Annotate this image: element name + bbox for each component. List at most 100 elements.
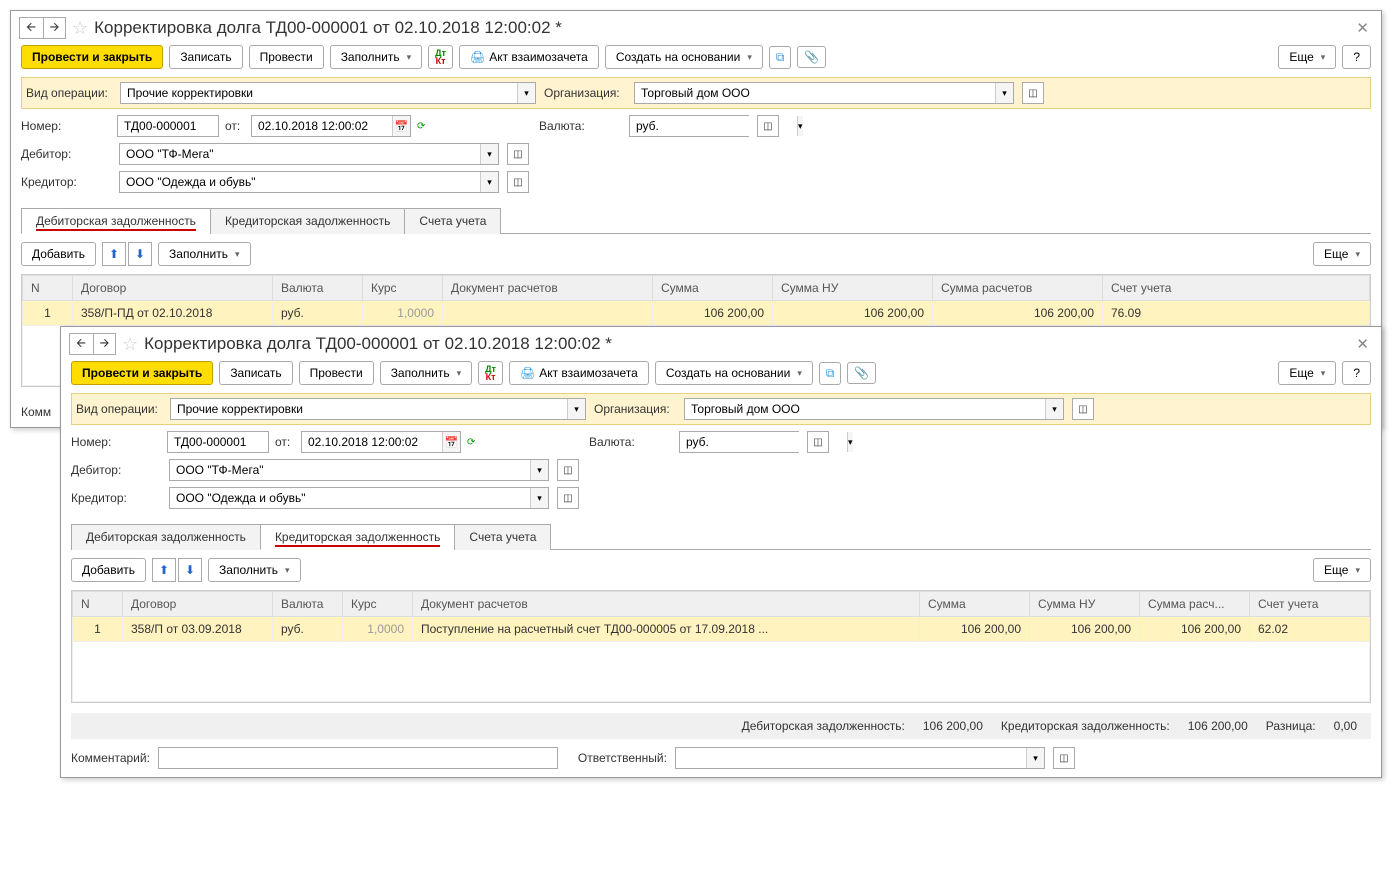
favorite-icon[interactable]: ☆ bbox=[122, 334, 138, 355]
debtor-dropdown[interactable]: ▾ bbox=[530, 460, 548, 480]
attach-button[interactable]: 📎 bbox=[847, 362, 876, 384]
creditor-dropdown[interactable]: ▾ bbox=[480, 172, 498, 192]
close-icon[interactable]: ✕ bbox=[1352, 335, 1373, 353]
help-button[interactable]: ? bbox=[1342, 361, 1371, 385]
move-down-button[interactable]: ⬇ bbox=[128, 242, 152, 266]
create-on-button[interactable]: Создать на основании bbox=[605, 45, 763, 69]
cur-open-button[interactable]: ◫ bbox=[807, 431, 829, 453]
org-dropdown[interactable]: ▾ bbox=[1045, 399, 1063, 419]
resp-input[interactable] bbox=[676, 748, 1026, 768]
org-open-button[interactable]: ◫ bbox=[1022, 82, 1044, 104]
tabs: Дебиторская задолженность Кредиторская з… bbox=[71, 523, 1371, 550]
forward-button[interactable]: 🡪 bbox=[93, 334, 115, 354]
tab-accounts[interactable]: Счета учета bbox=[454, 524, 551, 550]
move-up-button[interactable]: ⬆ bbox=[152, 558, 176, 582]
post-button[interactable]: Провести bbox=[299, 361, 374, 385]
date-input[interactable] bbox=[252, 116, 392, 136]
resp-open-button[interactable]: ◫ bbox=[1053, 747, 1075, 769]
creditor-input[interactable] bbox=[170, 488, 530, 508]
structure-button[interactable]: ⧉ bbox=[819, 362, 842, 385]
col-sum-calc: Сумма расчетов bbox=[933, 276, 1103, 301]
tabs: Дебиторская задолженность Кредиторская з… bbox=[21, 207, 1371, 234]
op-input[interactable] bbox=[171, 399, 567, 419]
debtor-input[interactable] bbox=[120, 144, 480, 164]
tab-accounts[interactable]: Счета учета bbox=[404, 208, 501, 234]
debtor-open-button[interactable]: ◫ bbox=[507, 143, 529, 165]
create-on-button[interactable]: Создать на основании bbox=[655, 361, 813, 385]
post-button[interactable]: Провести bbox=[249, 45, 324, 69]
cell-cur: руб. bbox=[273, 617, 343, 642]
back-button[interactable]: 🡨 bbox=[70, 334, 92, 354]
dtkt-button[interactable]: ДтКт bbox=[478, 361, 503, 385]
offset-button[interactable]: 🖨Акт взаимозачета bbox=[459, 45, 599, 69]
org-input[interactable] bbox=[635, 83, 995, 103]
summary-cred-label: Кредиторская задолженность: bbox=[1001, 719, 1170, 733]
comment-input[interactable] bbox=[159, 748, 557, 768]
creditor-input[interactable] bbox=[120, 172, 480, 192]
op-dropdown[interactable]: ▾ bbox=[517, 83, 535, 103]
more-button[interactable]: Еще bbox=[1278, 361, 1336, 385]
more-button[interactable]: Еще bbox=[1278, 45, 1336, 69]
refresh-icon[interactable]: ⟳ bbox=[417, 121, 425, 132]
dtkt-button[interactable]: ДтКт bbox=[428, 45, 453, 69]
op-input[interactable] bbox=[121, 83, 517, 103]
tab-debtor[interactable]: Дебиторская задолженность bbox=[21, 208, 211, 234]
debtor-open-button[interactable]: ◫ bbox=[557, 459, 579, 481]
num-input[interactable] bbox=[168, 432, 268, 452]
window-title: Корректировка долга ТД00-000001 от 02.10… bbox=[94, 18, 562, 38]
date-input[interactable] bbox=[302, 432, 442, 452]
attach-button[interactable]: 📎 bbox=[797, 46, 826, 68]
creditor-dropdown[interactable]: ▾ bbox=[530, 488, 548, 508]
help-button[interactable]: ? bbox=[1342, 45, 1371, 69]
grid-more-button[interactable]: Еще bbox=[1313, 242, 1371, 266]
num-input[interactable] bbox=[118, 116, 218, 136]
favorite-icon[interactable]: ☆ bbox=[72, 18, 88, 39]
calendar-icon[interactable]: 📅 bbox=[442, 432, 460, 452]
refresh-icon[interactable]: ⟳ bbox=[467, 437, 475, 448]
close-icon[interactable]: ✕ bbox=[1352, 19, 1373, 37]
creditor-open-button[interactable]: ◫ bbox=[557, 487, 579, 509]
post-close-button[interactable]: Провести и закрыть bbox=[71, 361, 213, 385]
cell-sum-nu: 106 200,00 bbox=[1030, 617, 1140, 642]
back-button[interactable]: 🡨 bbox=[20, 18, 42, 38]
cell-n: 1 bbox=[73, 617, 123, 642]
save-button[interactable]: Записать bbox=[169, 45, 242, 69]
debtor-input[interactable] bbox=[170, 460, 530, 480]
grid-more-button[interactable]: Еще bbox=[1313, 558, 1371, 582]
post-close-button[interactable]: Провести и закрыть bbox=[21, 45, 163, 69]
creditor-open-button[interactable]: ◫ bbox=[507, 171, 529, 193]
org-input[interactable] bbox=[685, 399, 1045, 419]
debtor-dropdown[interactable]: ▾ bbox=[480, 144, 498, 164]
cell-sum-calc: 106 200,00 bbox=[1140, 617, 1250, 642]
subbar: Добавить ⬆ ⬇ Заполнить Еще bbox=[11, 234, 1381, 274]
save-button[interactable]: Записать bbox=[219, 361, 292, 385]
tab-creditor[interactable]: Кредиторская задолженность bbox=[210, 208, 405, 234]
calendar-icon[interactable]: 📅 bbox=[392, 116, 410, 136]
cur-open-button[interactable]: ◫ bbox=[757, 115, 779, 137]
op-dropdown[interactable]: ▾ bbox=[567, 399, 585, 419]
resp-dropdown[interactable]: ▾ bbox=[1026, 748, 1044, 768]
table-row[interactable]: 1 358/П-ПД от 02.10.2018 руб. 1,0000 106… bbox=[23, 301, 1370, 326]
add-button[interactable]: Добавить bbox=[71, 558, 146, 582]
tab-debtor-label: Дебиторская задолженность bbox=[86, 530, 246, 544]
add-button[interactable]: Добавить bbox=[21, 242, 96, 266]
tab-debtor[interactable]: Дебиторская задолженность bbox=[71, 524, 261, 550]
structure-button[interactable]: ⧉ bbox=[769, 46, 792, 69]
cur-dropdown[interactable]: ▾ bbox=[847, 432, 853, 452]
cur-dropdown[interactable]: ▾ bbox=[797, 116, 803, 136]
fill-grid-button[interactable]: Заполнить bbox=[208, 558, 300, 582]
cell-doc bbox=[443, 301, 653, 326]
tab-debtor-label: Дебиторская задолженность bbox=[36, 214, 196, 231]
fill-button[interactable]: Заполнить bbox=[380, 361, 472, 385]
move-down-button[interactable]: ⬇ bbox=[178, 558, 202, 582]
move-up-button[interactable]: ⬆ bbox=[102, 242, 126, 266]
col-sum-nu: Сумма НУ bbox=[1030, 592, 1140, 617]
tab-creditor[interactable]: Кредиторская задолженность bbox=[260, 524, 455, 550]
fill-grid-button[interactable]: Заполнить bbox=[158, 242, 250, 266]
org-open-button[interactable]: ◫ bbox=[1072, 398, 1094, 420]
offset-button[interactable]: 🖨Акт взаимозачета bbox=[509, 361, 649, 385]
org-dropdown[interactable]: ▾ bbox=[995, 83, 1013, 103]
table-row[interactable]: 1 358/П от 03.09.2018 руб. 1,0000 Поступ… bbox=[73, 617, 1370, 642]
fill-button[interactable]: Заполнить bbox=[330, 45, 422, 69]
forward-button[interactable]: 🡪 bbox=[43, 18, 65, 38]
